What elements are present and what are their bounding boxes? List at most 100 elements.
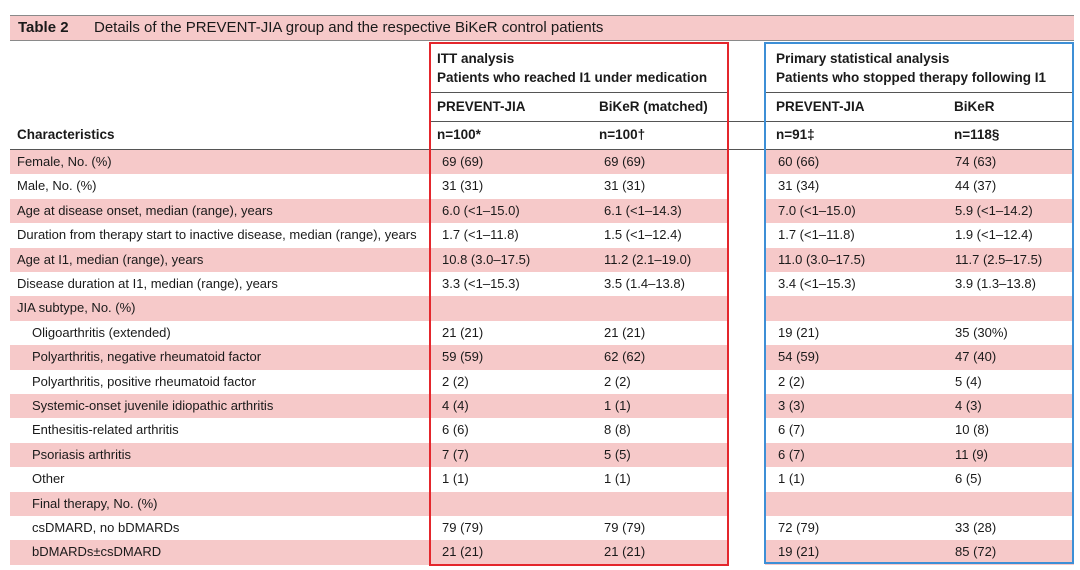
- cell-itt-biker: 21 (21): [604, 544, 646, 560]
- table-row: Final therapy, No. (%): [10, 491, 1074, 516]
- table-row: Age at I1, median (range), years 10.8 (3.…: [10, 247, 1074, 272]
- cell-prim-biker: 10 (8): [955, 422, 989, 438]
- cell-itt-biker: 3.5 (1.4–13.8): [604, 276, 685, 291]
- cell-itt-prevent: 10.8 (3.0–17.5): [442, 251, 531, 267]
- table-row: Psoriasis arthritis 7 (7) 5 (5) 6 (7) 11 (9): [10, 442, 1074, 468]
- cell-itt-prevent: 31 (31): [442, 178, 484, 194]
- cell-itt-biker: 62 (62): [604, 349, 646, 365]
- col-prim-biker-name: BiKeR: [954, 99, 995, 114]
- cell-itt-biker: 1.5 (<1–12.4): [604, 227, 682, 243]
- row-characteristic: Female, No. (%): [17, 154, 112, 169]
- row-characteristic: Systemic-onset juvenile idiopathic arthr…: [32, 398, 274, 413]
- col-characteristics: Characteristics: [17, 127, 115, 142]
- cell-itt-prevent: 79 (79): [442, 520, 484, 535]
- cell-itt-prevent: 59 (59): [442, 349, 484, 365]
- cell-prim-prevent: 60 (66): [778, 154, 820, 169]
- row-characteristic: csDMARD, no bDMARDs: [32, 520, 180, 535]
- cell-prim-biker: 11 (9): [955, 446, 988, 462]
- cell-itt-prevent: 4 (4): [442, 398, 469, 413]
- table-row: Enthesitis-related arthritis 6 (6) 8 (8) 6 …: [10, 418, 1074, 442]
- row-characteristic: Enthesitis-related arthritis: [32, 422, 179, 438]
- primary-group-rule: [766, 92, 1074, 93]
- col-itt-biker-n: n=100†: [599, 127, 646, 142]
- col-prim-biker-n: n=118§: [954, 127, 1000, 142]
- cell-itt-biker: 1 (1): [604, 471, 631, 487]
- table-number: Table 2: [18, 19, 69, 36]
- cell-itt-biker: 8 (8): [604, 422, 631, 438]
- cell-prim-biker: 35 (30%): [955, 324, 1008, 340]
- cell-itt-biker: 79 (79): [604, 520, 646, 535]
- primary-group-title: Primary statistical analysis: [776, 51, 950, 66]
- itt-group-title: ITT analysis: [437, 51, 515, 66]
- row-characteristic: Final therapy, No. (%): [32, 495, 158, 511]
- cell-prim-biker: 47 (40): [955, 349, 997, 365]
- cell-prim-prevent: 19 (21): [778, 544, 820, 560]
- cell-itt-biker: 6.1 (<1–14.3): [604, 202, 682, 218]
- cell-prim-prevent: 3.4 (<1–15.3): [778, 276, 856, 291]
- cell-prim-biker: 44 (37): [955, 178, 997, 194]
- cell-prim-prevent: 2 (2): [778, 373, 805, 389]
- cell-itt-prevent: 2 (2): [442, 373, 469, 389]
- cell-itt-prevent: 6.0 (<1–15.0): [442, 202, 520, 218]
- row-characteristic: JIA subtype, No. (%): [17, 300, 136, 316]
- row-characteristic: Polyarthritis, negative rheumatoid facto…: [32, 349, 262, 365]
- table-row: Polyarthritis, positive rheumatoid facto…: [10, 370, 1074, 394]
- table-row: Disease duration at I1, median (range), …: [10, 272, 1074, 296]
- cell-itt-prevent: 1.7 (<1–11.8): [442, 227, 519, 243]
- cell-itt-prevent: 21 (21): [442, 324, 484, 340]
- cell-itt-biker: 5 (5): [604, 446, 631, 462]
- col-itt-biker-name: BiKeR (matched): [599, 99, 708, 114]
- itt-group-subtitle: Patients who reached I1 under medication: [437, 70, 708, 85]
- cell-itt-biker: 31 (31): [604, 178, 646, 194]
- table-row: JIA subtype, No. (%): [10, 296, 1074, 321]
- cell-prim-biker: 5 (4): [955, 373, 982, 389]
- cell-prim-prevent: 7.0 (<1–15.0): [778, 202, 856, 218]
- col-itt-prevent-name: PREVENT-JIA: [437, 99, 526, 114]
- table-row: Female, No. (%) 69 (69) 69 (69) 60 (66) 74 (…: [10, 150, 1074, 175]
- cell-prim-biker: 4 (3): [955, 398, 982, 413]
- cell-prim-prevent: 31 (34): [778, 178, 820, 194]
- cell-prim-prevent: 3 (3): [778, 398, 805, 413]
- table-caption: Details of the PREVENT-JIA group and the…: [94, 19, 604, 36]
- cell-prim-prevent: 54 (59): [778, 349, 820, 365]
- row-characteristic: Psoriasis arthritis: [32, 446, 131, 462]
- header-bottom-rule: [10, 149, 1074, 150]
- cell-itt-prevent: 6 (6): [442, 422, 469, 438]
- cell-prim-biker: 33 (28): [955, 520, 997, 535]
- table-row: bDMARDs±csDMARD 21 (21) 21 (21) 19 (21) 85 (…: [10, 540, 1074, 565]
- primary-group-subtitle: Patients who stopped therapy following I…: [776, 70, 1047, 85]
- table-row: Oligoarthritis (extended) 21 (21) 21 (21) 1…: [10, 321, 1074, 345]
- row-characteristic: Duration from therapy start to inactive …: [17, 227, 417, 243]
- cell-prim-prevent: 1.7 (<1–11.8): [778, 227, 855, 243]
- cell-prim-biker: 3.9 (1.3–13.8): [955, 276, 1036, 291]
- row-characteristic: bDMARDs±csDMARD: [32, 544, 162, 560]
- cell-itt-biker: 11.2 (2.1–19.0): [604, 251, 692, 267]
- col-itt-prevent-n: n=100*: [437, 127, 481, 142]
- cell-prim-prevent: 72 (79): [778, 520, 820, 535]
- row-characteristic: Oligoarthritis (extended): [32, 324, 171, 340]
- cell-itt-prevent: 69 (69): [442, 154, 484, 169]
- row-characteristic: Male, No. (%): [17, 178, 97, 194]
- table-row: Duration from therapy start to inactive …: [10, 223, 1074, 247]
- cell-prim-prevent: 1 (1): [778, 471, 805, 487]
- table-row: Male, No. (%) 31 (31) 31 (31) 31 (34) 44 (37…: [10, 174, 1074, 198]
- subcolumn-rule: [430, 121, 1074, 122]
- cell-prim-biker: 1.9 (<1–12.4): [955, 227, 1033, 243]
- column-gap: [729, 150, 765, 566]
- cell-itt-biker: 69 (69): [604, 154, 646, 169]
- table-row: csDMARD, no bDMARDs 79 (79) 79 (79) 72 (79)…: [10, 516, 1074, 540]
- table-title-bar: Table 2 Details of the PREVENT-JIA group…: [10, 15, 1074, 41]
- cell-prim-biker: 85 (72): [955, 544, 997, 560]
- cell-prim-prevent: 6 (7): [778, 422, 805, 438]
- cell-prim-prevent: 6 (7): [778, 446, 805, 462]
- table-row: Other 1 (1) 1 (1) 1 (1) 6 (5): [10, 467, 1074, 491]
- table-row: Polyarthritis, negative rheumatoid facto…: [10, 345, 1074, 370]
- row-characteristic: Other: [32, 471, 65, 487]
- cell-prim-biker: 11.7 (2.5–17.5): [955, 251, 1043, 267]
- cell-itt-prevent: 3.3 (<1–15.3): [442, 276, 520, 291]
- cell-itt-prevent: 21 (21): [442, 544, 484, 560]
- cell-prim-prevent: 19 (21): [778, 324, 820, 340]
- cell-itt-biker: 1 (1): [604, 398, 631, 413]
- row-characteristic: Polyarthritis, positive rheumatoid facto…: [32, 373, 256, 389]
